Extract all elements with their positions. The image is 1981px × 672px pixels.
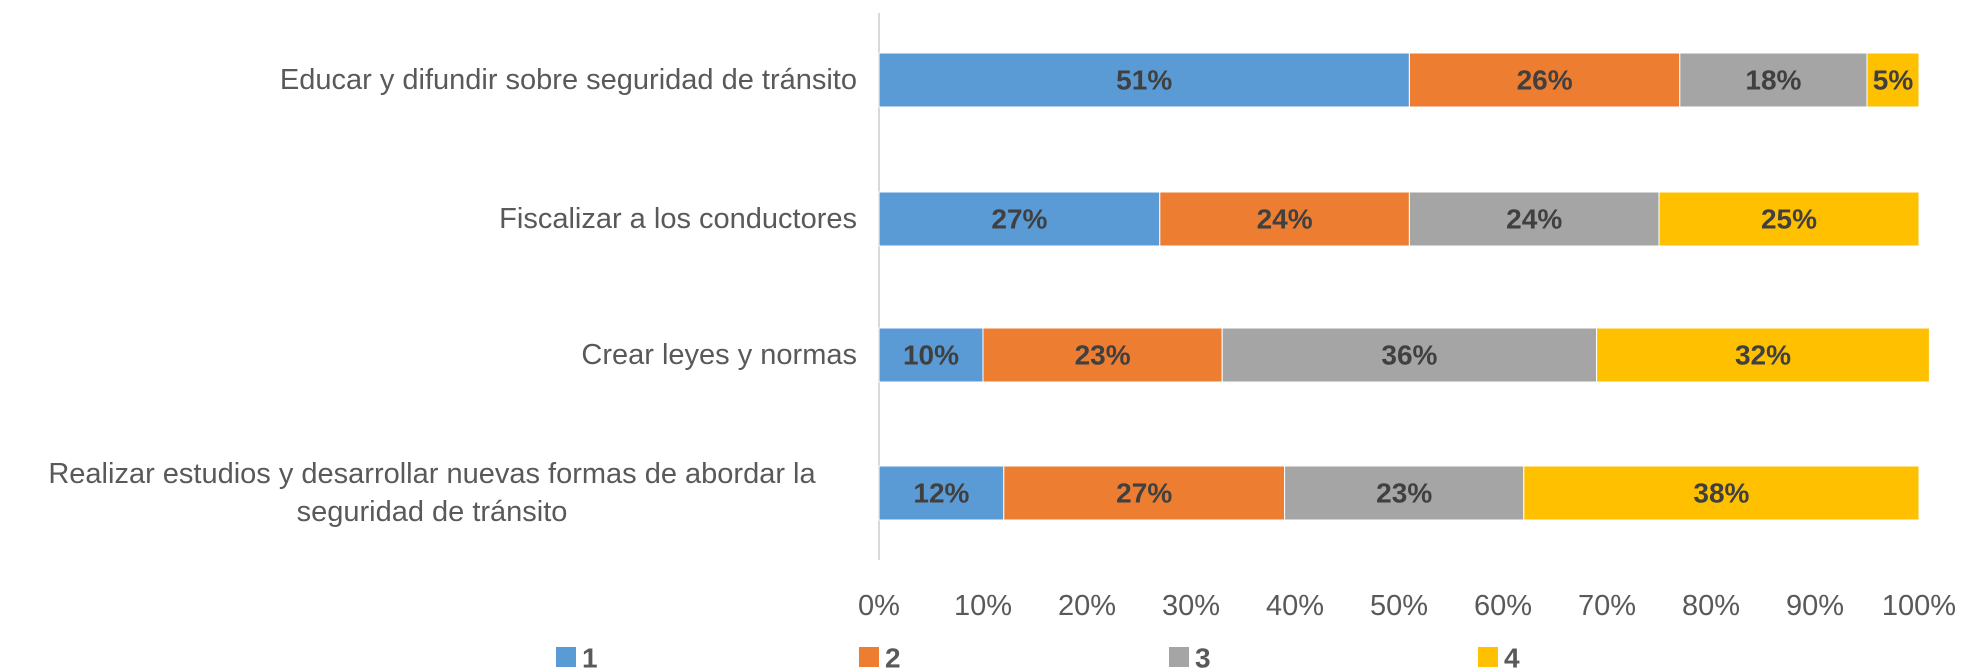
bar-segment (1658, 191, 1920, 247)
data-label: 24% (1506, 204, 1562, 235)
bar-segment (878, 52, 1410, 108)
data-label: 25% (1761, 204, 1817, 235)
data-label: 38% (1693, 478, 1749, 509)
bar-segment (1221, 327, 1598, 383)
data-label: 32% (1735, 340, 1791, 371)
data-label: 51% (1116, 65, 1172, 96)
category-label: Educar y difundir sobre seguridad de trá… (279, 64, 857, 96)
x-tick-label: 0% (858, 590, 900, 622)
legend-swatch (1478, 647, 1498, 667)
legend-label: 4 (1504, 643, 1520, 672)
x-tick-label: 90% (1786, 590, 1844, 622)
bar-segment (1596, 327, 1930, 383)
x-tick-label: 50% (1370, 590, 1428, 622)
data-label: 5% (1873, 65, 1914, 96)
data-label: 10% (903, 340, 959, 371)
data-label: 36% (1381, 340, 1437, 371)
data-label: 26% (1517, 65, 1573, 96)
data-label: 23% (1075, 340, 1131, 371)
x-tick-label: 30% (1162, 590, 1220, 622)
data-label: 18% (1745, 65, 1801, 96)
bar-segment (1523, 465, 1920, 521)
bar-segment (1866, 52, 1920, 108)
bar-segment (982, 327, 1223, 383)
data-label: 27% (991, 204, 1047, 235)
legend-label: 3 (1195, 643, 1211, 672)
x-tick-label: 20% (1058, 590, 1116, 622)
x-tick-label: 80% (1682, 590, 1740, 622)
x-tick-label: 100% (1882, 590, 1956, 622)
data-label: 23% (1376, 478, 1432, 509)
x-tick-label: 10% (954, 590, 1012, 622)
legend-swatch (859, 647, 879, 667)
legend-label: 2 (885, 643, 901, 672)
bar-segment (878, 327, 984, 383)
category-label: Crear leyes y normas (581, 339, 857, 371)
bar-segment (1679, 52, 1868, 108)
x-tick-label: 60% (1474, 590, 1532, 622)
data-label: 27% (1116, 478, 1172, 509)
legend-swatch (1169, 647, 1189, 667)
legend-swatch (556, 647, 576, 667)
data-label: 12% (913, 478, 969, 509)
category-label: Fiscalizar a los conductores (499, 203, 857, 235)
bar-segment (878, 465, 1005, 521)
data-label: 24% (1257, 204, 1313, 235)
bar-segment (1284, 465, 1525, 521)
x-tick-label: 40% (1266, 590, 1324, 622)
x-tick-label: 70% (1578, 590, 1636, 622)
bar-segment (1159, 191, 1410, 247)
legend-label: 1 (582, 643, 598, 672)
bar-segment (1408, 52, 1681, 108)
bar-segment (1003, 465, 1286, 521)
category-label: Realizar estudios y desarrollar nuevas f… (48, 458, 816, 528)
